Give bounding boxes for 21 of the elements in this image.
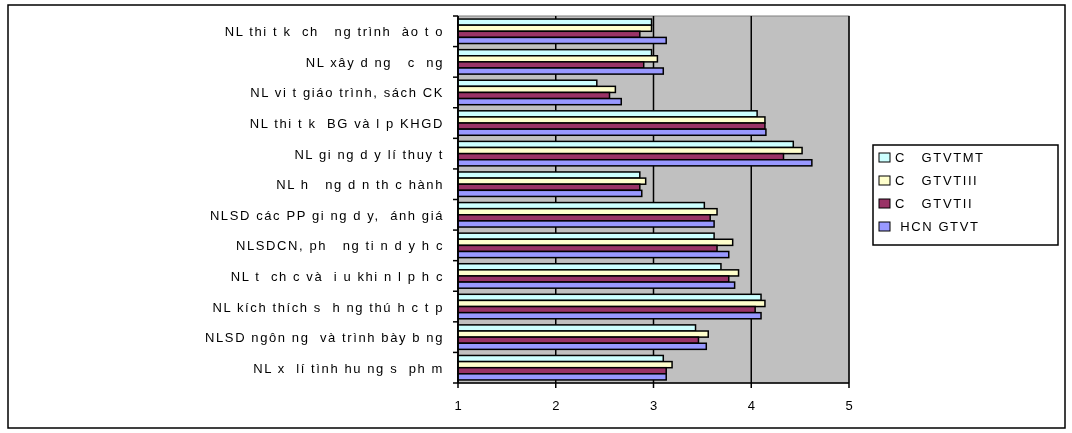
legend-label: C GTVTMT [895,150,985,165]
y-tick-label: NLSDCN, ph ng ti n d y h c [235,238,444,254]
y-tick-label: NL x lí tình hu ng s ph m [253,360,444,376]
x-tick-label: 3 [649,398,658,413]
y-tick-label: NL gi ng d y lí thuy t [294,146,444,162]
y-tick-label: NLSD các PP gi ng d y, ánh giá [209,207,444,223]
y-tick-label: NL t ch c và i u khi n l p h c [230,268,444,284]
x-tick-label: 5 [845,398,853,413]
y-tick-label: NL kích thích s h ng thú h c t p [212,299,444,315]
y-tick-label: NL vi t giáo trình, sách CK [250,85,444,101]
x-tick-label: 2 [552,398,560,413]
y-tick-label: NL xây d ng c ng [305,54,444,70]
y-tick-label: NL thi t k BG và l p KHGD [249,116,444,132]
x-tick-label: 1 [454,398,462,413]
legend-label: C GTVTII [895,196,974,211]
y-tick-label: NL h ng d n th c hành [276,177,444,193]
legend-label: C GTVTIII [895,173,979,188]
y-tick-label: NL thi t k ch ng trình ào t o [224,24,444,40]
legend-label: HCN GTVT [895,219,980,234]
x-tick-label: 4 [747,398,755,413]
y-tick-label: NLSD ngôn ng và trình bày b ng [205,330,444,346]
